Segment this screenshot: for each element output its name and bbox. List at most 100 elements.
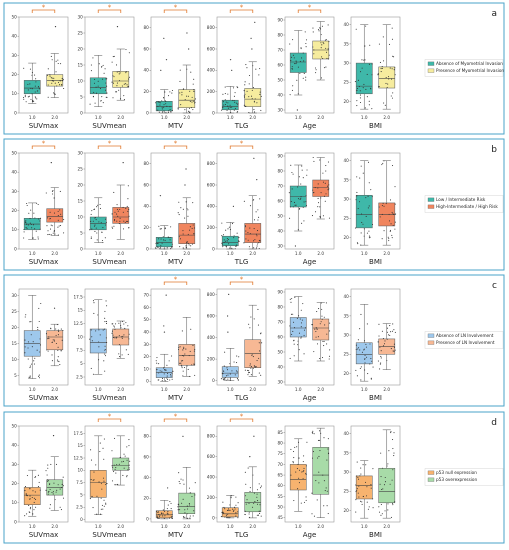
outlier-point [256,179,258,181]
data-point [177,108,179,110]
data-point [92,95,95,97]
data-point [46,225,48,227]
x-tick-label: 1.0 [295,387,302,392]
data-point [299,318,301,320]
data-point [256,245,258,247]
data-point [222,378,224,380]
data-point [249,233,251,235]
data-point [385,203,387,205]
data-point [51,80,53,82]
data-point [27,96,29,98]
data-point [103,505,105,507]
subplot-label: Age [303,122,317,130]
data-point [248,96,250,98]
data-point [99,334,101,336]
data-point [29,508,31,510]
data-point [57,226,59,228]
data-point [312,46,314,48]
data-point [180,104,182,106]
data-point [297,340,299,342]
y-tick-label: 50 [143,317,149,322]
legend-box [424,59,504,77]
data-point [100,497,102,499]
data-point [165,103,167,105]
data-point [104,68,106,70]
data-point [371,108,373,110]
data-point [311,492,313,494]
data-point [39,489,41,491]
data-point [59,80,61,82]
data-point [243,90,245,92]
data-point [289,217,291,219]
outlier-point [253,157,255,159]
significance-bracket [97,9,122,13]
data-point [47,338,49,340]
data-point [189,90,191,92]
data-point [220,516,222,518]
data-point [368,237,370,239]
data-point [235,102,237,104]
outlier-point [165,294,167,296]
data-point [258,483,260,485]
data-point [227,238,229,241]
outlier-point [296,109,298,111]
data-point [318,455,320,458]
data-point [115,337,117,339]
data-point [325,51,328,53]
data-point [32,513,34,515]
data-point [253,492,255,494]
data-point [226,237,228,240]
data-point [223,365,225,367]
data-point [62,329,64,332]
data-point [186,95,188,97]
x-tick-label: 2.0 [51,524,58,529]
data-point [190,328,192,330]
data-point [194,101,196,103]
data-point [90,479,92,481]
data-point [106,341,108,344]
y-tick-label: 7.5 [76,348,83,353]
data-point [186,513,188,515]
data-point [98,221,100,223]
data-point [104,349,106,351]
data-point [184,512,186,514]
data-point [237,103,239,105]
box-1 [89,328,107,354]
data-point [358,201,361,203]
data-point [119,72,121,74]
data-point [182,349,184,351]
data-point [102,447,104,449]
data-point [233,109,235,111]
y-tick-label: 35 [343,41,349,46]
data-point [390,432,392,434]
data-point [365,495,368,497]
data-point [93,225,96,227]
data-point [318,471,320,473]
data-point [254,366,257,368]
data-point [189,111,191,113]
outlier-point [185,168,187,170]
y-tick-label: 30 [277,107,283,112]
data-point [190,71,192,73]
y-tick-label: 200 [207,495,215,500]
data-point [46,474,48,476]
data-point [29,376,31,378]
data-point [56,323,58,326]
subplot-label: BMI [369,258,382,266]
data-point [392,447,394,450]
significance-star: * [174,140,178,148]
data-point [27,358,29,360]
data-point [104,310,106,312]
data-point [322,57,324,60]
data-point [226,517,228,519]
data-point [112,97,114,99]
y-tick-label: 30 [343,196,349,201]
data-point [228,517,230,519]
data-point [300,57,303,59]
data-point [319,216,321,218]
data-point [35,81,37,83]
data-point [380,476,382,478]
data-point [37,86,39,88]
